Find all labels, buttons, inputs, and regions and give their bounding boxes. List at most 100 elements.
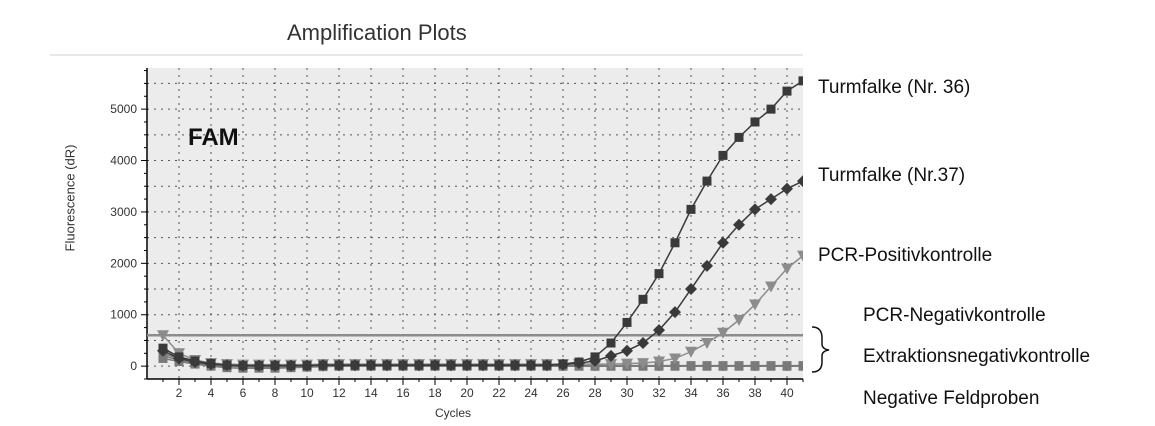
x-tick-label: 18 xyxy=(428,386,442,400)
point-turmfalke-36 xyxy=(190,356,200,366)
label-negative-field-samples: Negative Feldproben xyxy=(863,388,1040,409)
point-turmfalke-36 xyxy=(766,104,776,114)
point-turmfalke-36 xyxy=(478,360,488,370)
point-turmfalke-36 xyxy=(782,86,792,96)
point-turmfalke-36 xyxy=(222,360,232,370)
x-tick-label: 34 xyxy=(684,386,698,400)
y-tick-label: 0 xyxy=(130,359,137,373)
x-tick-label: 4 xyxy=(208,386,215,400)
x-axis-label: Cycles xyxy=(434,406,472,420)
label-pcr-negative: PCR-Negativkontrolle xyxy=(863,305,1046,326)
point-turmfalke-36 xyxy=(238,361,248,371)
point-turmfalke-36 xyxy=(334,360,344,370)
x-tick-label: 12 xyxy=(332,386,346,400)
y-tick-label: 3000 xyxy=(110,205,137,219)
point-pcr-negative xyxy=(766,361,776,371)
y-tick-label: 4000 xyxy=(110,154,137,168)
x-tick-label: 36 xyxy=(716,386,730,400)
x-tick-label: 32 xyxy=(652,386,666,400)
point-turmfalke-36 xyxy=(542,360,552,370)
channel-label: FAM xyxy=(188,124,239,151)
point-turmfalke-37 xyxy=(621,344,633,357)
point-turmfalke-36 xyxy=(526,360,536,370)
point-pcr-positive xyxy=(765,281,777,293)
point-pcr-positive xyxy=(797,250,803,262)
x-tick-label: 10 xyxy=(300,386,314,400)
point-turmfalke-36 xyxy=(286,361,296,371)
x-tick-label: 38 xyxy=(748,386,762,400)
y-axis-label: Fluorescence (dR) xyxy=(62,144,78,252)
point-pcr-negative xyxy=(670,361,680,371)
point-pcr-positive xyxy=(605,359,617,371)
point-pcr-positive xyxy=(749,299,761,311)
point-pcr-negative xyxy=(750,361,760,371)
point-pcr-negative xyxy=(734,361,744,371)
point-turmfalke-36 xyxy=(318,360,328,370)
point-turmfalke-36 xyxy=(574,357,584,367)
x-tick-label: 22 xyxy=(492,386,506,400)
point-turmfalke-37 xyxy=(733,218,745,231)
y-tick-label: 1000 xyxy=(110,308,137,322)
point-pcr-positive xyxy=(157,330,169,342)
label-turmfalke-37: Turmfalke (Nr.37) xyxy=(818,165,966,186)
x-tick-label: 24 xyxy=(524,386,538,400)
series-turmfalke-36 xyxy=(158,76,803,371)
point-turmfalke-36 xyxy=(798,76,803,86)
point-turmfalke-36 xyxy=(302,361,312,371)
label-pcr-positive: PCR-Positivkontrolle xyxy=(818,245,993,266)
y-tick-label: 2000 xyxy=(110,256,137,270)
point-turmfalke-37 xyxy=(685,283,697,296)
x-tick-label: 14 xyxy=(364,386,378,400)
point-turmfalke-37 xyxy=(765,193,777,206)
point-turmfalke-36 xyxy=(590,352,600,362)
point-pcr-positive xyxy=(637,358,649,370)
x-tick-label: 2 xyxy=(176,386,183,400)
plot-area xyxy=(147,68,803,379)
point-pcr-positive xyxy=(669,353,681,365)
point-turmfalke-36 xyxy=(414,360,424,370)
chart-title: Amplification Plots xyxy=(287,20,467,45)
x-tick-label: 20 xyxy=(460,386,474,400)
point-turmfalke-36 xyxy=(350,360,360,370)
x-tick-label: 30 xyxy=(620,386,634,400)
point-pcr-negative xyxy=(718,361,728,371)
point-turmfalke-36 xyxy=(366,360,376,370)
point-pcr-negative xyxy=(686,361,696,371)
point-turmfalke-36 xyxy=(654,269,664,279)
label-extraction-negative: Extraktionsnegativkontrolle xyxy=(863,346,1091,367)
point-turmfalke-36 xyxy=(558,359,568,369)
point-pcr-positive xyxy=(621,358,633,370)
point-pcr-negative xyxy=(702,361,712,371)
x-tick-label: 16 xyxy=(396,386,410,400)
point-turmfalke-36 xyxy=(270,361,280,371)
point-turmfalke-36 xyxy=(446,360,456,370)
point-turmfalke-37 xyxy=(717,236,729,249)
point-turmfalke-36 xyxy=(174,352,184,362)
point-pcr-positive xyxy=(653,356,665,368)
point-turmfalke-36 xyxy=(638,294,648,304)
x-tick-label: 40 xyxy=(780,386,794,400)
point-turmfalke-36 xyxy=(734,132,744,142)
point-turmfalke-36 xyxy=(718,150,728,160)
point-turmfalke-36 xyxy=(702,176,712,186)
point-turmfalke-36 xyxy=(750,117,760,127)
point-turmfalke-37 xyxy=(669,306,681,319)
point-turmfalke-36 xyxy=(382,360,392,370)
point-turmfalke-36 xyxy=(670,238,680,248)
point-turmfalke-36 xyxy=(686,204,696,214)
point-pcr-negative xyxy=(782,361,792,371)
point-pcr-negative xyxy=(798,361,803,371)
point-pcr-positive xyxy=(733,314,745,326)
point-turmfalke-37 xyxy=(653,324,665,337)
point-turmfalke-37 xyxy=(605,349,617,362)
point-turmfalke-36 xyxy=(254,361,264,371)
point-turmfalke-36 xyxy=(158,343,168,353)
label-turmfalke-36: Turmfalke (Nr. 36) xyxy=(818,77,971,98)
point-turmfalke-37 xyxy=(637,337,649,350)
negatives-bracket xyxy=(811,326,830,373)
x-tick-label: 28 xyxy=(588,386,602,400)
x-tick-label: 8 xyxy=(272,386,279,400)
point-pcr-positive xyxy=(781,263,793,275)
point-pcr-positive xyxy=(685,346,697,358)
